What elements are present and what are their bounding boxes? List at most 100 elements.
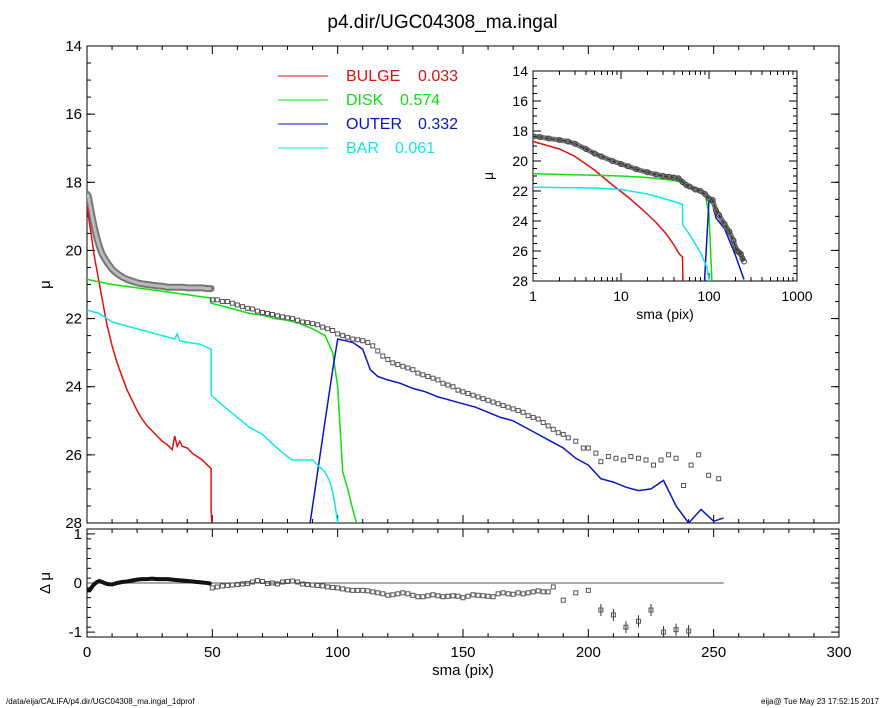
data-point	[355, 337, 361, 343]
data-point	[465, 391, 471, 397]
residual-point	[280, 579, 286, 585]
y-tick-label: 26	[65, 447, 82, 464]
data-point	[620, 457, 626, 463]
x-tick-label: 50	[204, 644, 221, 661]
residual-point	[275, 581, 281, 587]
data-point	[415, 370, 421, 376]
x-tick-label: 300	[826, 644, 851, 661]
legend-label-disk: DISK	[346, 92, 384, 109]
data-point	[249, 306, 255, 312]
residual-point	[345, 587, 351, 593]
data-point	[530, 414, 536, 420]
data-point	[224, 299, 230, 305]
data-point	[520, 409, 526, 415]
data-point	[550, 426, 556, 432]
residual-point	[505, 591, 511, 597]
x-tick-label: 0	[83, 644, 91, 661]
inset-data-point	[633, 166, 640, 173]
inset-data-point	[598, 153, 605, 160]
series-line-bulge	[87, 205, 213, 523]
inset-data-point	[716, 212, 723, 218]
residual-point	[285, 579, 291, 585]
inset-data-point	[653, 171, 660, 178]
data-point	[420, 372, 426, 378]
data-point	[688, 462, 694, 468]
data-point	[673, 455, 679, 461]
y-tick-label: 1	[74, 526, 82, 543]
data-point	[244, 305, 250, 311]
inset-total-model-line	[533, 135, 745, 262]
data-point	[485, 397, 491, 403]
data-point	[264, 310, 270, 316]
residual-point	[315, 582, 321, 588]
data-point	[385, 356, 391, 362]
residual-point	[510, 591, 516, 597]
data-point	[628, 454, 634, 460]
residual-point	[325, 584, 331, 590]
residual-point	[390, 592, 396, 598]
inset-data-point	[721, 221, 728, 227]
y-tick-label: 16	[65, 106, 82, 123]
y-tick-label: 18	[65, 174, 82, 191]
data-point	[535, 416, 541, 422]
data-point	[209, 297, 215, 303]
residual-point	[214, 584, 220, 590]
data-point	[585, 445, 591, 451]
legend-value-bar: 0.061	[395, 140, 435, 157]
data-point	[340, 333, 346, 339]
data-point	[716, 476, 722, 482]
x-tick-label: 250	[701, 644, 726, 661]
footer-timestamp: eija@ Tue May 23 17:52:15 2017	[761, 697, 879, 706]
data-point	[475, 394, 481, 400]
residual-point	[229, 582, 235, 588]
legend-value-outer: 0.332	[418, 116, 458, 133]
observed-profile-inner-band	[87, 190, 215, 293]
legend-label-bar: BAR	[346, 140, 379, 157]
data-point	[510, 406, 516, 412]
data-point	[555, 430, 561, 436]
inset-data-point	[591, 150, 598, 157]
x-tick-label: 1000	[781, 288, 812, 304]
data-point	[635, 455, 641, 461]
data-point	[254, 308, 260, 314]
data-point	[696, 452, 702, 458]
data-point	[651, 462, 657, 468]
residual-point	[264, 580, 270, 586]
data-point	[580, 445, 586, 451]
residual-point	[365, 588, 371, 594]
inset-data-point	[609, 158, 616, 164]
y-axis-label: μ	[480, 172, 496, 180]
residual-point	[244, 580, 250, 586]
inset-data-point	[556, 137, 563, 143]
data-point	[666, 452, 672, 458]
inset-data-point	[709, 197, 716, 203]
residual-point	[259, 579, 265, 585]
data-point	[605, 454, 611, 460]
residual-point	[415, 594, 421, 600]
residual-point	[550, 584, 556, 590]
y-tick-label: -1	[69, 624, 82, 641]
inset-data-point	[624, 163, 631, 170]
residual-point	[269, 580, 275, 586]
residual-point	[623, 624, 629, 630]
residual-point	[395, 591, 401, 597]
residual-point	[530, 589, 536, 595]
data-point	[219, 299, 225, 305]
data-point	[495, 401, 501, 407]
data-point	[345, 334, 351, 340]
y-tick-label: 14	[65, 38, 82, 55]
residual-point	[535, 588, 541, 594]
inset-data-point	[706, 195, 712, 202]
inset-data-point	[675, 175, 682, 182]
y-tick-label: 26	[512, 243, 528, 259]
residual-point	[290, 578, 296, 584]
data-point	[400, 363, 406, 369]
residual-point	[385, 592, 391, 598]
legend-label-outer: OUTER	[346, 116, 402, 133]
data-point	[370, 343, 376, 349]
inset-data-point	[545, 135, 552, 142]
inset-data-point	[692, 186, 699, 193]
data-point	[390, 360, 396, 366]
inset-data-point	[683, 182, 690, 188]
